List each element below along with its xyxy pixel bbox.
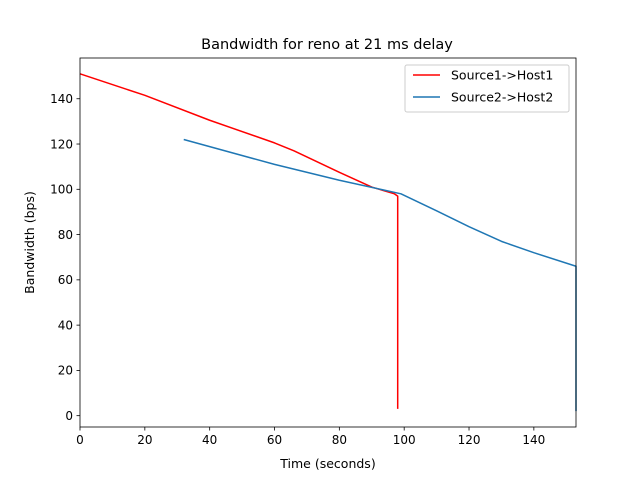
series-line-1 bbox=[79, 73, 399, 409]
x-tick-label: 20 bbox=[137, 433, 152, 447]
y-tick-label: 80 bbox=[58, 228, 73, 242]
x-axis-label: Time (seconds) bbox=[279, 456, 375, 471]
series-line-2 bbox=[183, 138, 577, 412]
x-tick-label: 100 bbox=[393, 433, 416, 447]
y-tick-label: 120 bbox=[50, 137, 73, 151]
y-tick-label: 40 bbox=[58, 318, 73, 332]
y-tick-label: 0 bbox=[65, 409, 73, 423]
x-tick-label: 40 bbox=[202, 433, 217, 447]
series-layer bbox=[79, 73, 577, 412]
y-axis-label: Bandwidth (bps) bbox=[22, 191, 37, 294]
plot-frame bbox=[79, 57, 577, 428]
y-tick-label: 100 bbox=[50, 183, 73, 197]
chart-title: Bandwidth for reno at 21 ms delay bbox=[201, 37, 453, 53]
legend-label-1: Source1->Host1 bbox=[451, 68, 553, 83]
x-tick-label: 120 bbox=[458, 433, 481, 447]
x-tick-label: 80 bbox=[332, 433, 347, 447]
y-tick-label: 20 bbox=[58, 364, 73, 378]
x-tick-label: 60 bbox=[267, 433, 282, 447]
plot-area bbox=[80, 58, 576, 427]
legend-label-2: Source2->Host2 bbox=[451, 90, 553, 105]
legend: Source1->Host1 Source2->Host2 bbox=[404, 64, 570, 113]
y-tick-label: 60 bbox=[58, 273, 73, 287]
x-tick-label: 140 bbox=[522, 433, 545, 447]
x-axis-ticks: 0 20 40 60 80 100 120 140 bbox=[76, 427, 545, 447]
legend-box bbox=[404, 64, 570, 113]
y-axis-ticks: 0 20 40 60 80 100 120 140 bbox=[50, 92, 80, 423]
y-tick-label: 140 bbox=[50, 92, 73, 106]
x-tick-label: 0 bbox=[76, 433, 84, 447]
